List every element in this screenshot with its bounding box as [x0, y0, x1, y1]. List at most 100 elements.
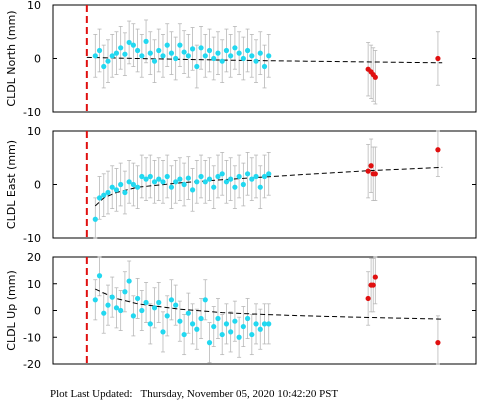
- y-tick-label: -10: [23, 331, 41, 344]
- observed-point: [126, 278, 132, 284]
- observed-point: [215, 315, 221, 322]
- y-tick-label: -20: [23, 358, 41, 371]
- observed-point: [96, 47, 103, 54]
- observed-point: [232, 45, 238, 51]
- recent-point: [435, 147, 441, 153]
- observed-point: [181, 331, 187, 338]
- observed-point: [223, 179, 230, 185]
- observed-point: [261, 321, 268, 327]
- panel-2: 10 0 -10 CLDL East (mm): [5, 125, 477, 245]
- plot-last-updated: Plot Last Updated: Thursday, November 05…: [50, 388, 339, 400]
- observed-point: [160, 53, 166, 59]
- observed-point: [177, 318, 183, 324]
- observed-point: [257, 326, 263, 332]
- y-tick-label: 10: [27, 125, 41, 138]
- observed-point: [143, 299, 149, 306]
- observed-point: [223, 321, 230, 327]
- recent-point: [365, 295, 371, 302]
- observed-point: [198, 315, 204, 322]
- observed-point: [151, 58, 158, 64]
- observed-point: [151, 305, 158, 311]
- observed-point: [109, 294, 115, 300]
- observed-point: [249, 53, 255, 59]
- model-curve: [86, 56, 443, 64]
- observed-point: [253, 321, 259, 327]
- observed-point: [228, 176, 234, 182]
- observed-point: [113, 50, 120, 56]
- y-tick-label: -10: [23, 106, 41, 119]
- observed-point: [266, 53, 272, 59]
- recent-point: [370, 282, 376, 288]
- observed-point: [261, 173, 268, 180]
- observed-point: [92, 216, 98, 222]
- observed-point: [164, 173, 170, 180]
- observed-point: [135, 47, 141, 54]
- observed-point: [130, 313, 136, 319]
- observed-point: [266, 171, 272, 177]
- observed-point: [168, 297, 175, 303]
- observed-point: [244, 171, 251, 177]
- y-tick-label: 0: [34, 179, 41, 192]
- observed-point: [219, 171, 225, 177]
- y-tick-label: 0: [34, 53, 41, 66]
- observed-point: [135, 295, 141, 302]
- observed-point: [249, 331, 255, 338]
- observed-point: [228, 329, 234, 335]
- observed-point: [202, 53, 208, 59]
- y-axis-label: CLDL North (mm): [5, 10, 18, 106]
- observed-point: [206, 47, 213, 54]
- observed-point: [211, 323, 217, 330]
- observed-point: [194, 63, 200, 70]
- observed-point: [143, 38, 149, 44]
- observed-point: [215, 50, 221, 56]
- observed-point: [185, 175, 191, 181]
- observed-point: [253, 58, 259, 64]
- y-tick-label: 10: [27, 0, 41, 12]
- recent-point: [372, 274, 378, 280]
- observed-point: [198, 45, 204, 51]
- observed-point: [122, 189, 128, 196]
- observed-point: [139, 53, 145, 59]
- observed-point: [189, 46, 196, 52]
- observed-point: [173, 179, 179, 185]
- y-axis-label: CLDL East (mm): [5, 140, 18, 229]
- observed-point: [219, 331, 225, 338]
- observed-point: [105, 58, 111, 64]
- observed-point: [160, 329, 166, 335]
- observed-point: [244, 315, 251, 322]
- observed-point: [168, 50, 175, 56]
- observed-point: [206, 340, 213, 346]
- observed-point: [253, 173, 259, 180]
- observed-point: [249, 176, 255, 182]
- observed-point: [257, 50, 263, 56]
- recent-point: [435, 55, 441, 62]
- observed-point: [181, 181, 187, 188]
- observed-point: [147, 173, 153, 180]
- y-axis-label: CLDL Up (mm): [5, 270, 18, 350]
- y-tick-label: 10: [27, 278, 41, 291]
- observed-point: [113, 187, 120, 193]
- observed-point: [240, 323, 246, 330]
- observed-point: [164, 313, 170, 319]
- observed-point: [232, 318, 238, 324]
- observed-point: [202, 297, 208, 303]
- observed-point: [151, 179, 158, 185]
- observed-point: [215, 173, 221, 180]
- observed-point: [101, 192, 107, 198]
- observed-point: [130, 42, 136, 48]
- observed-point: [96, 273, 103, 279]
- observed-point: [240, 55, 246, 62]
- recent-point: [368, 163, 374, 169]
- observed-point: [164, 42, 170, 48]
- observed-point: [139, 173, 145, 180]
- observed-point: [92, 53, 98, 59]
- observed-point: [156, 47, 162, 54]
- observed-point: [261, 63, 268, 70]
- observed-point: [101, 63, 107, 70]
- observed-point: [109, 53, 115, 59]
- y-tick-label: 0: [34, 305, 41, 318]
- observed-point: [135, 184, 141, 190]
- observed-point: [118, 181, 124, 188]
- observed-point: [113, 305, 120, 311]
- model-curve: [94, 166, 443, 207]
